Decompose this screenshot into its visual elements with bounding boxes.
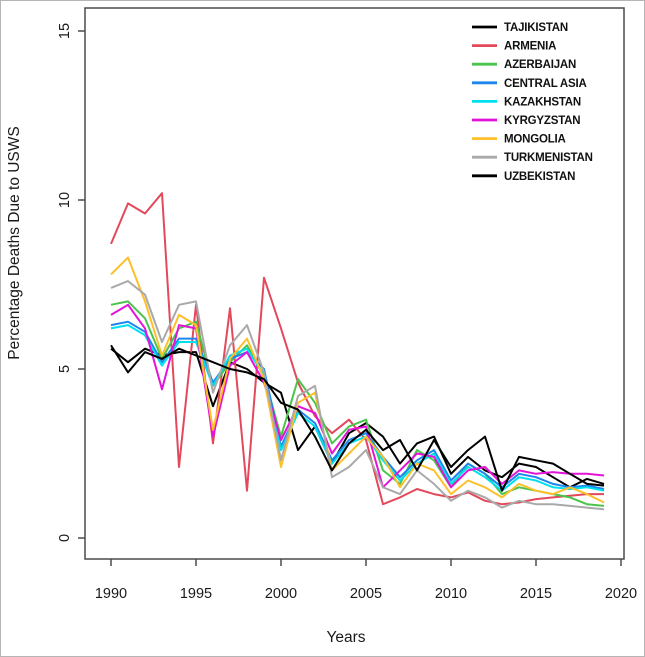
x-axis-title: Years: [326, 629, 365, 646]
series-lines: [110, 192, 605, 511]
legend: TAJIKISTAN ARMENIA AZERBAIJAN CENTRAL ASIA K…: [472, 22, 593, 183]
y-axis-title: Percentage Deaths Due to USWS: [6, 126, 23, 359]
y-tick-label-0: 0: [57, 534, 73, 542]
series-line-kazakhstan: [110, 324, 605, 492]
series-line-turkmenistan: [110, 280, 605, 511]
legend-label-tajikistan: TAJIKISTAN: [504, 22, 568, 34]
x-tick-label-2015: 2015: [520, 586, 552, 602]
x-tick-label-2005: 2005: [350, 586, 382, 602]
plot-border: [84, 7, 625, 560]
series-line-uzbekistan: [110, 344, 605, 492]
y-axis: 0 5 10 15: [57, 23, 85, 542]
x-tick-label-2020: 2020: [605, 586, 637, 602]
legend-label-kazakhstan: KAZAKHSTAN: [504, 96, 581, 108]
series-line-mongolia: [110, 256, 605, 504]
legend-label-turkmenistan: TURKMENISTAN: [504, 152, 593, 164]
x-tick-label-2000: 2000: [265, 586, 297, 602]
series-line-kyrgyzstan: [110, 303, 605, 489]
x-tick-label-1995: 1995: [180, 586, 212, 602]
y-tick-label-10: 10: [57, 192, 73, 208]
legend-label-armenia: ARMENIA: [504, 41, 556, 53]
legend-label-azerbaijan: AZERBAIJAN: [504, 59, 576, 71]
legend-label-mongolia: MONGOLIA: [504, 134, 566, 146]
legend-label-central-asia: CENTRAL ASIA: [504, 78, 587, 90]
x-tick-label-1990: 1990: [95, 586, 127, 602]
y-tick-label-15: 15: [57, 23, 73, 39]
x-tick-label-2010: 2010: [435, 586, 467, 602]
legend-label-kyrgyzstan: KYRGYZSTAN: [504, 115, 580, 127]
y-tick-label-5: 5: [57, 365, 73, 373]
x-axis: 1990 1995 2000 2005 2010 2015 2020: [95, 559, 637, 602]
legend-label-uzbekistan: UZBEKISTAN: [504, 171, 575, 183]
